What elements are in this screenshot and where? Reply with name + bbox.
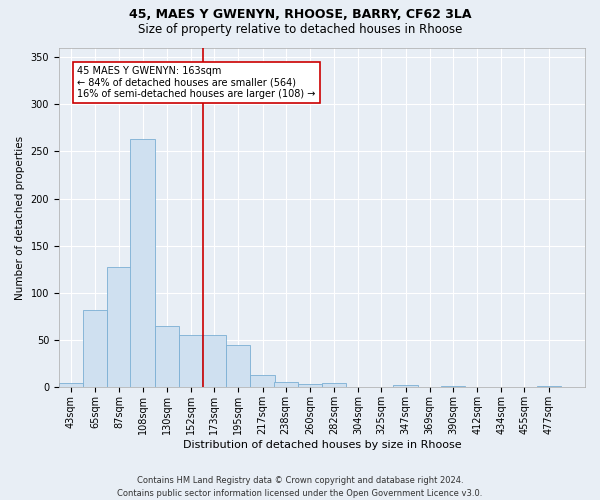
- Text: Contains HM Land Registry data © Crown copyright and database right 2024.
Contai: Contains HM Land Registry data © Crown c…: [118, 476, 482, 498]
- Bar: [83, 310, 107, 388]
- Y-axis label: Number of detached properties: Number of detached properties: [15, 136, 25, 300]
- Text: Size of property relative to detached houses in Rhoose: Size of property relative to detached ho…: [138, 22, 462, 36]
- Bar: [155, 326, 179, 388]
- Bar: [250, 375, 275, 388]
- Text: 45, MAES Y GWENYN, RHOOSE, BARRY, CF62 3LA: 45, MAES Y GWENYN, RHOOSE, BARRY, CF62 3…: [129, 8, 471, 20]
- Bar: [298, 384, 322, 388]
- Bar: [394, 384, 418, 388]
- Bar: [441, 386, 465, 388]
- X-axis label: Distribution of detached houses by size in Rhoose: Distribution of detached houses by size …: [182, 440, 461, 450]
- Bar: [274, 382, 298, 388]
- Bar: [107, 266, 131, 388]
- Bar: [130, 139, 155, 388]
- Bar: [536, 386, 561, 388]
- Bar: [322, 382, 346, 388]
- Text: 45 MAES Y GWENYN: 163sqm
← 84% of detached houses are smaller (564)
16% of semi-: 45 MAES Y GWENYN: 163sqm ← 84% of detach…: [77, 66, 316, 100]
- Bar: [179, 336, 203, 388]
- Bar: [59, 382, 83, 388]
- Bar: [202, 336, 226, 388]
- Bar: [226, 345, 250, 388]
